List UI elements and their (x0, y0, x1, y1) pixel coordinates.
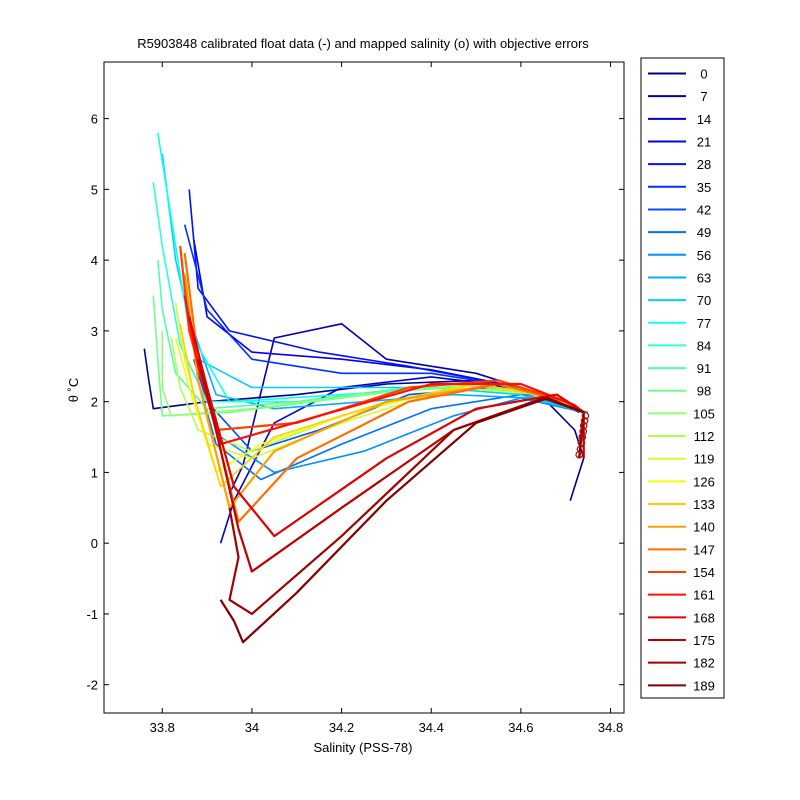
legend-label: 189 (693, 678, 715, 693)
series-line-70 (161, 153, 584, 414)
legend-label: 91 (697, 361, 711, 376)
legend-item-175: 175 (648, 633, 715, 648)
legend-label: 14 (697, 112, 711, 127)
legend-label: 98 (697, 384, 711, 399)
legend-item-14: 14 (648, 112, 711, 127)
y-tick-label: 3 (91, 324, 98, 339)
x-tick-label: 34.4 (419, 720, 444, 735)
legend-item-56: 56 (648, 248, 711, 263)
legend-item-182: 182 (648, 656, 715, 671)
legend-label: 21 (697, 134, 711, 149)
y-tick-label: 6 (91, 112, 98, 127)
legend-item-154: 154 (648, 565, 715, 580)
series-line-0 (143, 348, 585, 501)
legend-label: 140 (693, 520, 715, 535)
legend-label: 154 (693, 565, 715, 580)
mapped-point-4 (579, 427, 588, 436)
legend-item-140: 140 (648, 520, 715, 535)
mapped-salinity-points (575, 411, 590, 459)
legend-label: 0 (700, 67, 707, 82)
mapped-point-7 (581, 411, 590, 420)
legend-item-49: 49 (648, 225, 711, 240)
legend-item-133: 133 (648, 497, 715, 512)
x-tick-label: 34.8 (598, 720, 623, 735)
legend-label: 105 (693, 406, 715, 421)
series-layer (143, 132, 589, 644)
legend-label: 112 (694, 429, 715, 444)
series-line-168 (188, 316, 585, 538)
legend-item-119: 119 (648, 452, 714, 467)
legend-label: 35 (697, 180, 711, 195)
legend: 0 7 14 21 28 35 42 49 56 63 70 77 84 91 98 105 112 119 126… (640, 57, 725, 699)
series-line-189 (219, 397, 585, 644)
legend-label: 147 (693, 542, 715, 557)
legend-item-42: 42 (648, 202, 711, 217)
legend-item-7: 7 (648, 89, 708, 104)
legend-label: 175 (693, 633, 715, 648)
legend-label: 42 (697, 202, 711, 217)
legend-label: 70 (697, 293, 711, 308)
x-tick-label: 34 (245, 720, 259, 735)
y-tick-label: 1 (91, 465, 98, 480)
legend-label: 119 (694, 452, 715, 467)
legend-item-112: 112 (648, 429, 714, 444)
y-axis-label: θ ˚C (66, 378, 81, 403)
y-tick-label: 2 (91, 395, 98, 410)
legend-item-189: 189 (648, 678, 715, 693)
y-tick-label: 0 (91, 536, 98, 551)
legend-label: 63 (697, 270, 711, 285)
legend-label: 126 (693, 474, 715, 489)
legend-item-28: 28 (648, 157, 711, 172)
legend-label: 84 (697, 338, 711, 353)
legend-item-126: 126 (648, 474, 715, 489)
mapped-point-3 (578, 433, 587, 441)
legend-label: 168 (693, 610, 715, 625)
y-tick-label: 4 (91, 253, 98, 268)
legend-item-70: 70 (648, 293, 711, 308)
legend-item-0: 0 (648, 67, 708, 82)
legend-item-21: 21 (648, 134, 711, 149)
legend-item-63: 63 (648, 270, 711, 285)
x-tick-label: 33.8 (150, 720, 175, 735)
legend-label: 28 (697, 157, 711, 172)
x-tick-label: 34.2 (329, 720, 354, 735)
x-tick-label: 34.6 (508, 720, 533, 735)
legend-item-147: 147 (648, 542, 715, 557)
y-tick-label: -1 (86, 607, 98, 622)
legend-item-77: 77 (648, 316, 711, 331)
legend-item-161: 161 (648, 588, 715, 603)
legend-items: 0 7 14 21 28 35 42 49 56 63 70 77 84 91 98 105 112 119 126… (648, 67, 715, 693)
legend-label: 133 (693, 497, 715, 512)
x-axis-label: Salinity (PSS-78) (314, 740, 413, 755)
mapped-point-6 (580, 416, 589, 425)
legend-item-91: 91 (648, 361, 711, 376)
legend-item-105: 105 (648, 406, 715, 421)
y-tick-label: 5 (91, 182, 98, 197)
chart-title: R5903848 calibrated float data (-) and m… (137, 36, 589, 51)
legend-item-168: 168 (648, 610, 715, 625)
legend-label: 77 (697, 316, 711, 331)
mapped-point-5 (579, 421, 588, 430)
legend-label: 49 (697, 225, 711, 240)
legend-label: 161 (693, 588, 715, 603)
y-tick-label: -2 (86, 678, 98, 693)
legend-label: 56 (697, 248, 711, 263)
legend-label: 182 (693, 656, 715, 671)
legend-label: 7 (700, 89, 707, 104)
legend-item-35: 35 (648, 180, 711, 195)
legend-item-98: 98 (648, 384, 711, 399)
legend-item-84: 84 (648, 338, 711, 353)
